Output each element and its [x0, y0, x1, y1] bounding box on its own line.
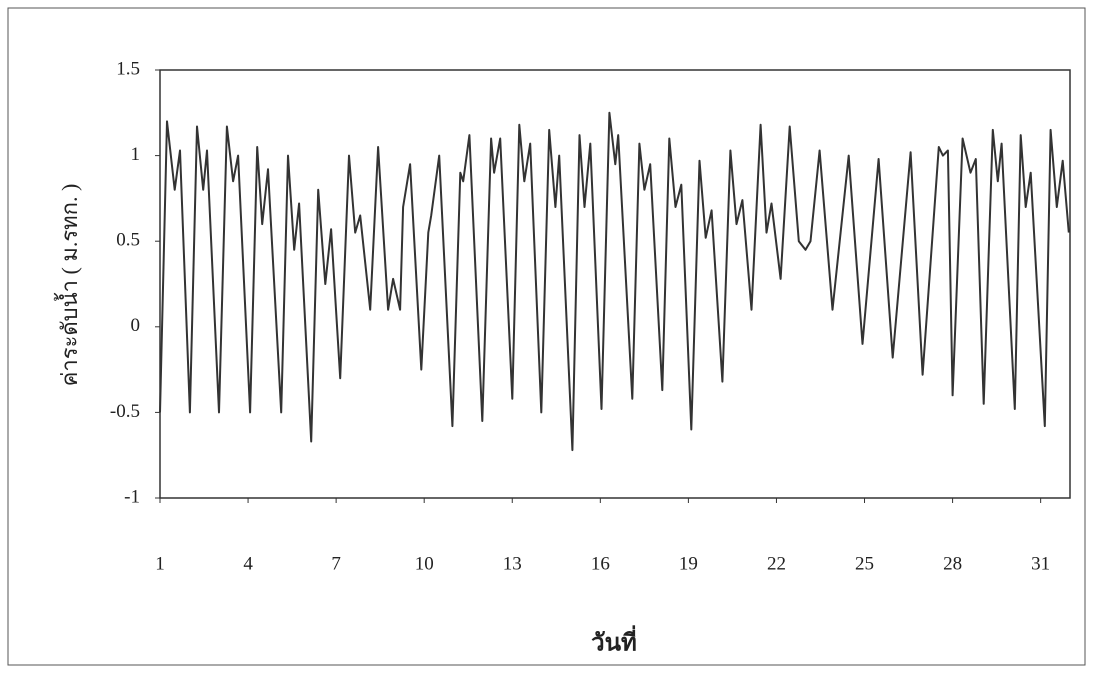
- x-tick-label: 7: [331, 553, 341, 574]
- x-tick-label: 16: [591, 553, 610, 574]
- x-tick-label: 4: [243, 553, 253, 574]
- y-tick-label: 0.5: [116, 230, 140, 251]
- y-tick-label: -1: [124, 486, 140, 507]
- x-tick-label: 31: [1031, 553, 1050, 574]
- y-tick-label: -0.5: [110, 401, 140, 422]
- x-tick-label: 10: [415, 553, 434, 574]
- y-tick-label: 0: [131, 315, 141, 336]
- x-tick-label: 1: [155, 553, 165, 574]
- water-level-line: [159, 111, 1070, 452]
- x-tick-label: 13: [503, 553, 522, 574]
- y-tick-label: 1: [131, 144, 141, 165]
- x-axis-title: วันที่: [591, 625, 637, 657]
- outer-border: [7, 7, 1086, 666]
- x-tick-label: 19: [679, 553, 698, 574]
- y-axis-title: ค่าระดับน้ำ ( ม.รทก. ): [54, 184, 82, 387]
- y-tick-label: 1.5: [116, 58, 140, 79]
- plot-frame: [159, 69, 1071, 499]
- x-tick-label: 25: [855, 553, 874, 574]
- x-tick-label: 28: [943, 553, 962, 574]
- x-tick-label: 22: [767, 553, 786, 574]
